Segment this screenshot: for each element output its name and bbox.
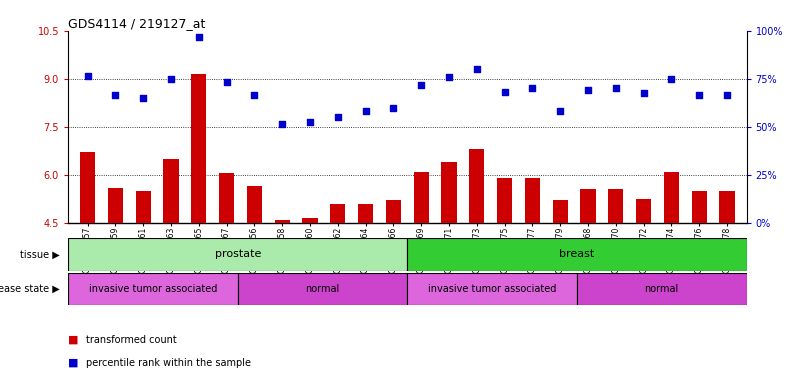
- Bar: [413, 172, 429, 223]
- Text: ■: ■: [68, 358, 78, 368]
- Text: percentile rank within the sample: percentile rank within the sample: [86, 358, 251, 368]
- Text: GDS4114 / 219127_at: GDS4114 / 219127_at: [68, 17, 206, 30]
- Bar: [469, 149, 485, 223]
- Bar: [163, 159, 179, 223]
- Point: [721, 92, 734, 98]
- Bar: [68, 273, 238, 305]
- Text: normal: normal: [305, 284, 340, 294]
- Point: [276, 121, 288, 127]
- Point: [470, 66, 483, 72]
- Bar: [581, 189, 596, 223]
- Text: normal: normal: [645, 284, 679, 294]
- Bar: [441, 162, 457, 223]
- Point: [693, 92, 706, 98]
- Point: [526, 85, 539, 91]
- Bar: [577, 273, 747, 305]
- Text: ■: ■: [68, 335, 78, 345]
- Bar: [608, 189, 623, 223]
- Bar: [247, 186, 262, 223]
- Bar: [68, 238, 407, 271]
- Point: [164, 76, 177, 82]
- Point: [248, 92, 261, 98]
- Point: [192, 34, 205, 40]
- Bar: [191, 74, 207, 223]
- Bar: [553, 200, 568, 223]
- Text: disease state ▶: disease state ▶: [0, 284, 60, 294]
- Point: [638, 90, 650, 96]
- Bar: [275, 220, 290, 223]
- Point: [610, 85, 622, 91]
- Text: prostate: prostate: [215, 249, 261, 260]
- Bar: [238, 273, 407, 305]
- Bar: [691, 191, 707, 223]
- Bar: [636, 199, 651, 223]
- Bar: [107, 187, 123, 223]
- Point: [304, 119, 316, 125]
- Text: breast: breast: [559, 249, 594, 260]
- Point: [415, 82, 428, 88]
- Bar: [407, 238, 747, 271]
- Point: [137, 95, 150, 101]
- Point: [387, 104, 400, 111]
- Bar: [219, 173, 234, 223]
- Bar: [497, 178, 513, 223]
- Point: [332, 114, 344, 120]
- Bar: [525, 178, 540, 223]
- Bar: [664, 172, 679, 223]
- Point: [359, 108, 372, 114]
- Point: [443, 74, 456, 80]
- Bar: [135, 191, 151, 223]
- Bar: [302, 218, 318, 223]
- Bar: [407, 273, 577, 305]
- Text: tissue ▶: tissue ▶: [20, 249, 60, 260]
- Point: [665, 76, 678, 82]
- Bar: [719, 191, 735, 223]
- Text: invasive tumor associated: invasive tumor associated: [428, 284, 557, 294]
- Point: [81, 73, 94, 79]
- Point: [582, 87, 594, 93]
- Bar: [386, 200, 401, 223]
- Bar: [80, 152, 95, 223]
- Text: invasive tumor associated: invasive tumor associated: [89, 284, 217, 294]
- Point: [109, 92, 122, 98]
- Bar: [358, 204, 373, 223]
- Point: [553, 108, 566, 114]
- Bar: [330, 204, 345, 223]
- Text: transformed count: transformed count: [86, 335, 176, 345]
- Point: [498, 88, 511, 94]
- Point: [220, 79, 233, 85]
